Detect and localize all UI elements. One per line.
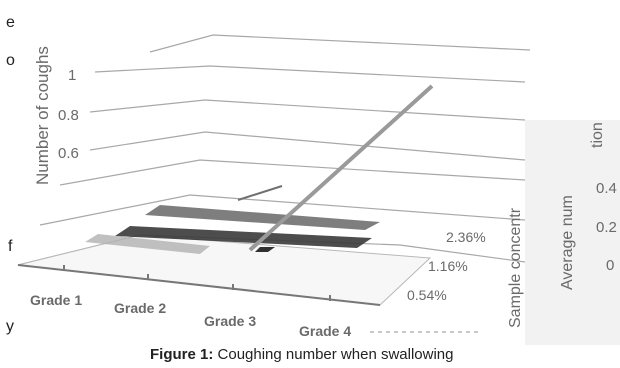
right-tick-label: 0.2 (596, 219, 617, 236)
x-axis-ticks (63, 265, 331, 301)
bar-series-3 (85, 234, 210, 254)
z-tick-labels: 1 0.8 0.6 (58, 67, 79, 162)
right-tick-label: 0.4 (596, 180, 617, 197)
right-axis-title-fragment: tion (589, 122, 606, 148)
figure-caption: Figure 1: Coughing number when swallowin… (150, 346, 620, 363)
z-axis-title: Number of coughs (33, 46, 52, 185)
edge-letter: y (6, 318, 14, 335)
edge-letter: o (6, 52, 15, 69)
gridline-02 (39, 194, 526, 226)
bar-grade4-tall (248, 84, 434, 252)
depth-label: 1.16% (428, 258, 468, 274)
gridline-04 (59, 159, 526, 186)
depth-labels: 2.36% 1.16% 0.54% (407, 229, 486, 303)
right-tick-label: 0 (606, 257, 614, 274)
edge-letter: e (6, 14, 15, 31)
gridline-06 (89, 131, 526, 161)
depth-label: 2.36% (446, 229, 486, 245)
z-tick-label: 0.8 (58, 107, 79, 124)
right-panel-shade (525, 120, 620, 345)
z-tick-label: 0.6 (58, 145, 79, 162)
depth-label: 0.54% (407, 287, 447, 303)
depth-axis-title: Sample concentr (507, 207, 524, 328)
caption-prefix: Figure 1: (150, 346, 214, 363)
bars (85, 84, 434, 254)
z-tick-label: 1 (68, 67, 76, 84)
edge-letter: f (8, 238, 13, 255)
caption-text: Coughing number when swallowing (217, 346, 454, 363)
category-label: Grade 3 (204, 313, 256, 329)
category-label: Grade 4 (299, 323, 351, 339)
bar-top-edge (237, 185, 283, 201)
category-label: Grade 2 (114, 300, 166, 316)
gridline-top (149, 34, 531, 53)
bar-series-1 (145, 205, 380, 230)
gridline-1 (94, 65, 526, 83)
bar-series-2-cap (255, 247, 275, 252)
category-label: Grade 1 (30, 292, 82, 308)
right-axis-title: Average num (559, 195, 576, 290)
bar-series-2 (115, 226, 372, 248)
front-x-axis (17, 264, 381, 306)
gridline-08 (89, 99, 526, 121)
category-labels: Grade 1 Grade 2 Grade 3 Grade 4 (30, 292, 351, 339)
right-tick-labels: 0.4 0.2 0 (596, 180, 617, 274)
